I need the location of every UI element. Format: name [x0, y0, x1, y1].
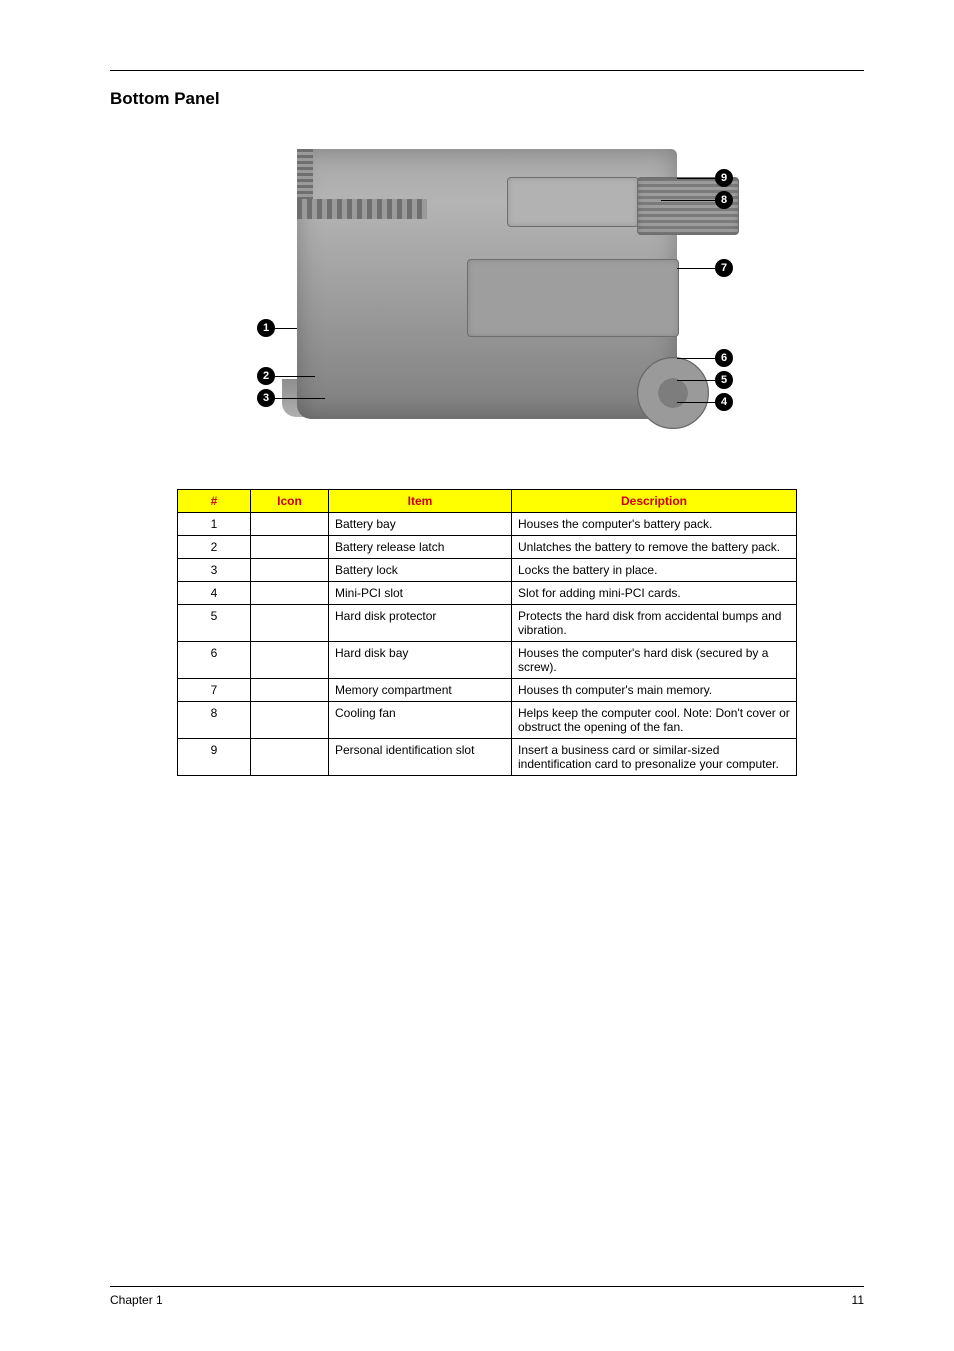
spec-table-body: 1 Battery bay Houses the computer's batt… [178, 513, 797, 776]
callout-7: 7 [715, 259, 733, 277]
cell-item: Battery bay [329, 513, 512, 536]
footer-rule [110, 1286, 864, 1287]
col-header-num: # [178, 490, 251, 513]
cell-num: 5 [178, 605, 251, 642]
cell-item: Cooling fan [329, 702, 512, 739]
callout-6: 6 [715, 349, 733, 367]
footer-row: Chapter 1 11 [110, 1293, 864, 1307]
top-rule [110, 70, 864, 71]
label-panel [507, 177, 639, 227]
cell-num: 7 [178, 679, 251, 702]
callout-line [661, 200, 715, 201]
cell-item: Battery release latch [329, 536, 512, 559]
cell-icon [251, 605, 329, 642]
cell-num: 2 [178, 536, 251, 559]
cell-num: 6 [178, 642, 251, 679]
callout-line [275, 398, 325, 399]
callout-8: 8 [715, 191, 733, 209]
footer-page-number: 11 [852, 1293, 864, 1307]
table-row: 6 Hard disk bay Houses the computer's ha… [178, 642, 797, 679]
cooling-fan-graphic [637, 357, 709, 429]
callout-5: 5 [715, 371, 733, 389]
cell-desc: Locks the battery in place. [512, 559, 797, 582]
cell-num: 4 [178, 582, 251, 605]
cell-icon [251, 739, 329, 776]
cell-icon [251, 559, 329, 582]
page: Bottom Panel 1 2 3 9 8 7 [0, 0, 954, 1351]
callout-1: 1 [257, 319, 275, 337]
section-title: Bottom Panel [110, 89, 864, 109]
callout-line [275, 328, 297, 329]
cell-desc: Houses th computer's main memory. [512, 679, 797, 702]
spec-table: # Icon Item Description 1 Battery bay Ho… [177, 489, 797, 776]
table-row: 5 Hard disk protector Protects the hard … [178, 605, 797, 642]
table-row: 2 Battery release latch Unlatches the ba… [178, 536, 797, 559]
table-row: 1 Battery bay Houses the computer's batt… [178, 513, 797, 536]
table-row: 8 Cooling fan Helps keep the computer co… [178, 702, 797, 739]
cell-icon [251, 702, 329, 739]
table-row: 3 Battery lock Locks the battery in plac… [178, 559, 797, 582]
cell-icon [251, 582, 329, 605]
cell-num: 9 [178, 739, 251, 776]
table-header-row: # Icon Item Description [178, 490, 797, 513]
col-header-item: Item [329, 490, 512, 513]
cell-item: Hard disk protector [329, 605, 512, 642]
cell-desc: Helps keep the computer cool. Note: Don'… [512, 702, 797, 739]
cell-icon [251, 536, 329, 559]
cell-desc: Houses the computer's battery pack. [512, 513, 797, 536]
cell-icon [251, 642, 329, 679]
cell-desc: Houses the computer's hard disk (secured… [512, 642, 797, 679]
cell-num: 1 [178, 513, 251, 536]
figure-wrap: 1 2 3 9 8 7 6 5 4 [110, 139, 864, 439]
bottom-panel-figure: 1 2 3 9 8 7 6 5 4 [217, 139, 757, 439]
callout-line [677, 358, 715, 359]
cell-desc: Unlatches the battery to remove the batt… [512, 536, 797, 559]
page-footer: Chapter 1 11 [110, 1278, 864, 1307]
callout-2: 2 [257, 367, 275, 385]
footer-chapter: Chapter 1 [110, 1293, 163, 1307]
cell-item: Personal identification slot [329, 739, 512, 776]
cell-num: 8 [178, 702, 251, 739]
cell-item: Mini-PCI slot [329, 582, 512, 605]
callout-line [677, 402, 715, 403]
callout-3: 3 [257, 389, 275, 407]
callout-9: 9 [715, 169, 733, 187]
col-header-icon: Icon [251, 490, 329, 513]
table-row: 9 Personal identification slot Insert a … [178, 739, 797, 776]
callout-4: 4 [715, 393, 733, 411]
cell-icon [251, 679, 329, 702]
small-vent [297, 149, 313, 199]
cell-desc: Protects the hard disk from accidental b… [512, 605, 797, 642]
table-row: 7 Memory compartment Houses th computer'… [178, 679, 797, 702]
laptop-bottom-body [297, 149, 677, 419]
cell-desc: Slot for adding mini-PCI cards. [512, 582, 797, 605]
table-row: 4 Mini-PCI slot Slot for adding mini-PCI… [178, 582, 797, 605]
callout-line [275, 376, 315, 377]
cell-item: Battery lock [329, 559, 512, 582]
callout-line [677, 178, 715, 179]
callout-line [677, 268, 715, 269]
callout-line [677, 380, 715, 381]
cell-item: Hard disk bay [329, 642, 512, 679]
mid-panel [467, 259, 679, 337]
cell-num: 3 [178, 559, 251, 582]
cell-item: Memory compartment [329, 679, 512, 702]
col-header-desc: Description [512, 490, 797, 513]
cell-icon [251, 513, 329, 536]
cell-desc: Insert a business card or similar-sized … [512, 739, 797, 776]
low-vent [297, 199, 427, 219]
spec-table-head: # Icon Item Description [178, 490, 797, 513]
